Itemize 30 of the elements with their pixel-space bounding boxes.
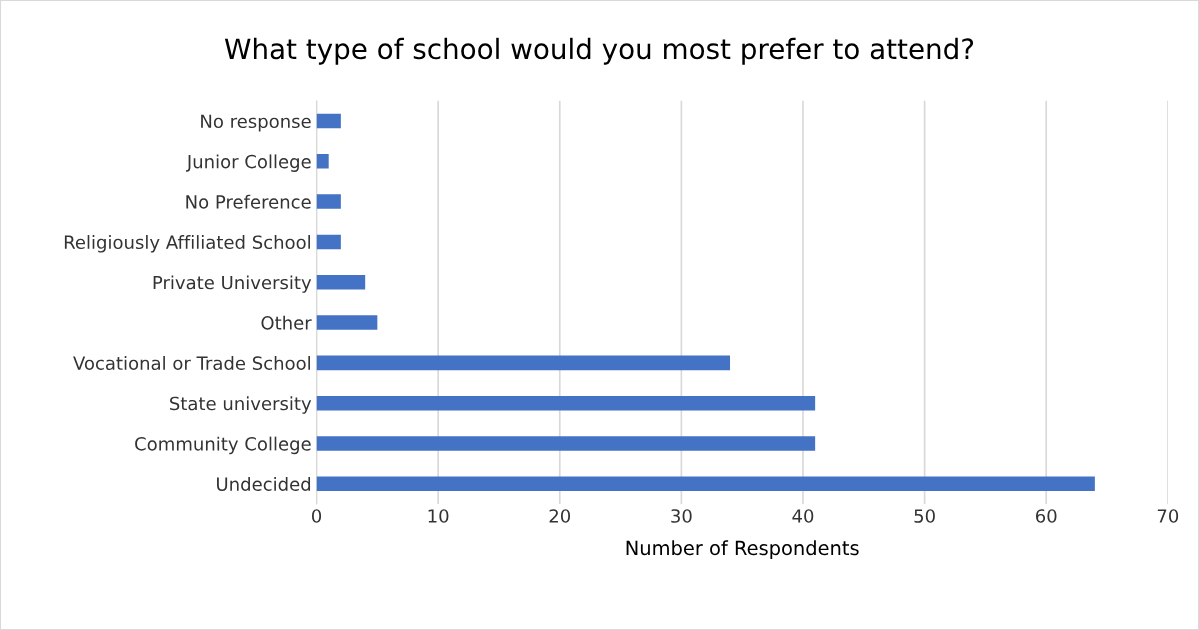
x-tick-label: 30 [671, 509, 692, 523]
y-tick-label: Private University [153, 275, 312, 293]
x-tick-label: 60 [1035, 509, 1057, 523]
bar [316, 194, 341, 209]
bar [316, 113, 341, 129]
y-tick-label: Vocational or Trade School [73, 356, 310, 370]
bar [316, 355, 731, 371]
x-tick-label: 20 [549, 509, 571, 523]
bar [316, 315, 378, 330]
bar [316, 274, 366, 290]
y-tick-label: Community College [135, 436, 311, 455]
y-tick-label: No Preference [186, 194, 311, 209]
y-tick-label: Religiously Affiliated School [64, 235, 310, 253]
bar [316, 154, 329, 169]
x-tick-label: 0 [311, 509, 322, 523]
x-tick-label: 10 [428, 509, 449, 523]
chart-title: What type of school would you most prefer to attend? [224, 37, 974, 65]
bar [316, 476, 1095, 492]
y-tick-label: Junior College [185, 154, 311, 172]
bar [316, 234, 341, 250]
x-tick-label: 70 [1157, 509, 1179, 523]
bar [316, 395, 816, 411]
x-tick-label: 40 [792, 509, 814, 523]
y-tick-label: No response [201, 114, 311, 132]
y-tick-label: State university [170, 396, 312, 414]
y-tick-label: Undecided [217, 476, 311, 491]
y-tick-label: Other [261, 315, 312, 330]
x-tick-label: 50 [914, 509, 935, 523]
x-axis-title: Number of Respondents [626, 540, 859, 560]
bar [316, 436, 816, 451]
